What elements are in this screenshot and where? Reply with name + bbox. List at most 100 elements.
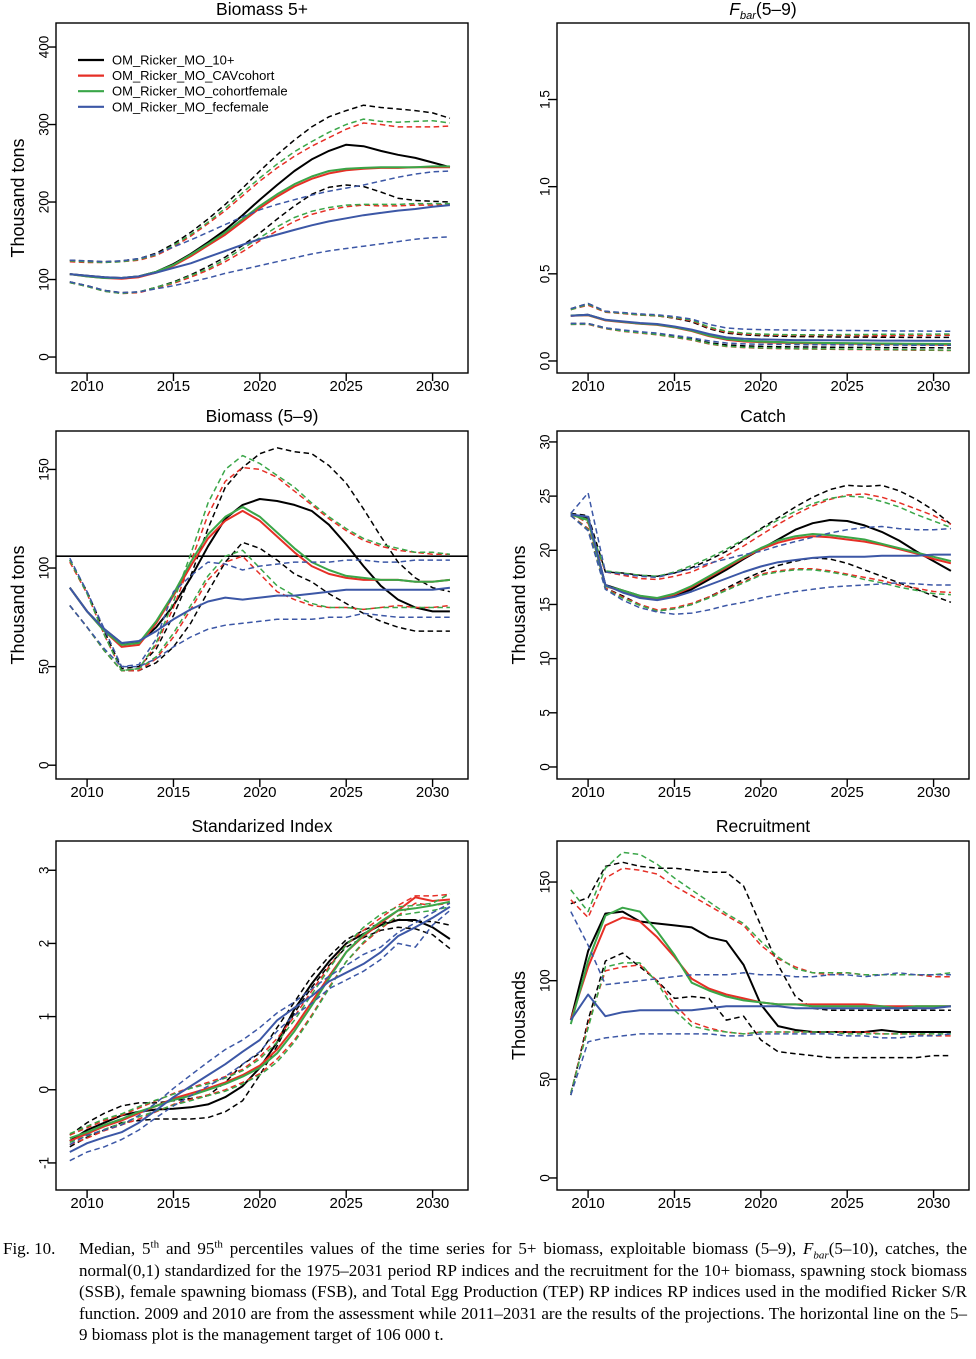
plot-biomass-5-9: 2010 2015 2020 2025 2030 0 50 100 150 Thousand to…: [8, 406, 469, 801]
x-tick-label: 2025: [330, 1195, 363, 1212]
series-biomass-5-9-OM_Ricker_MO_cohortfemale-median: [68, 505, 451, 646]
y-tick-label: 0.5: [538, 264, 553, 283]
caption-segment: th: [150, 1238, 160, 1251]
x-tick-label: 2015: [658, 784, 691, 801]
y-tick-label: 0: [37, 761, 52, 769]
series-catch-OM_Ricker_MO_CAVcohort-p95: [570, 493, 952, 581]
series-area: [569, 851, 952, 1096]
series-catch-OM_Ricker_MO_10+-median: [570, 513, 952, 600]
series-biomass-5-9-OM_Ricker_MO_fecfemale-p5: [69, 605, 450, 668]
y-tick-label: 150: [538, 871, 553, 894]
figure-caption-text: Median, 5th and 95th percentiles values …: [79, 1238, 969, 1346]
series-catch-OM_Ricker_MO_cohortfemale-median: [570, 513, 952, 599]
series-biomass-5plus-OM_Ricker_MO_cohortfemale-p5: [69, 202, 450, 295]
plot-fbar-5-9: 2010 2015 2020 2025 2030 0.0 0.5 1.0 1.5 Fbar(5–9…: [538, 0, 970, 395]
y-tick-label: 100: [538, 969, 553, 992]
x-tick-label: 2030: [917, 784, 950, 801]
x-tick-label: 2010: [70, 784, 103, 801]
plot-box: [55, 22, 469, 374]
x-tick-label: 2010: [70, 1195, 103, 1212]
x-tick-label: 2025: [330, 784, 363, 801]
panel-biomass-5plus: 2010 2015 2020 2025 2030 0 100 200 300 400 Thousan…: [0, 0, 488, 400]
series-biomass-5-9-OM_Ricker_MO_CAVcohort-p95: [69, 466, 450, 672]
plot-catch: 2010 2015 2020 2025 2030051015202530Thousand…: [509, 406, 970, 801]
series-fbar-5-9-OM_Ricker_MO_cohortfemale-p95: [570, 303, 951, 336]
series-recruitment-OM_Ricker_MO_fecfemale-median: [569, 993, 952, 1021]
x-tick-label: 2025: [831, 784, 864, 801]
series-area: [69, 104, 451, 295]
x-tick-label: 2010: [571, 378, 604, 395]
y-tick-label: 50: [36, 659, 51, 674]
panel-title: Fbar(5–9): [729, 0, 796, 22]
series-recruitment-OM_Ricker_MO_CAVcohort-p5: [570, 964, 951, 1094]
series-standardized-index-OM_Ricker_MO_CAVcohort-p5: [69, 902, 450, 1146]
plot-biomass-5plus: 2010 2015 2020 2025 2030 0 100 200 300 400 Thousan…: [8, 0, 469, 395]
caption-segment: (5–10), catches, the normal(0,1) standar…: [79, 1239, 967, 1345]
series-standardized-index-OM_Ricker_MO_fecfemale-p95: [69, 902, 451, 1146]
plot-standardized-index: 2010 2015 2020 2025 2030 -1 0 1 2 3 Standarized In…: [37, 816, 469, 1212]
series-recruitment-OM_Ricker_MO_cohortfemale-median: [569, 906, 951, 1025]
series-biomass-5plus-OM_Ricker_MO_cohortfemale-p95: [69, 118, 450, 264]
y-tick-label: 100: [37, 268, 52, 291]
series-standardized-index-OM_Ricker_MO_10+-median: [69, 919, 451, 1142]
series-biomass-5-9-OM_Ricker_MO_cohortfemale-p95: [69, 454, 450, 672]
y-tick-label: 400: [37, 36, 52, 59]
legend: OM_Ricker_MO_10+OM_Ricker_MO_CAVcohortOM…: [78, 53, 288, 114]
x-tick-label: 2020: [744, 784, 777, 801]
plot-box: [55, 840, 469, 1191]
y-tick-label: 1: [37, 1013, 52, 1021]
series-standardized-index-OM_Ricker_MO_cohortfemale-p5: [69, 906, 451, 1144]
x-tick-label: 2020: [243, 1195, 276, 1212]
panel-recruitment: 2010 2015 2020 2025 2030 0 50 100 150 Thousands Re…: [488, 810, 976, 1230]
x-tick-label: 2015: [157, 1195, 190, 1212]
series-standardized-index-OM_Ricker_MO_cohortfemale-p95: [69, 893, 451, 1135]
caption-segment: bar: [813, 1249, 829, 1262]
series-area: [56, 447, 468, 672]
x-tick-label: 2020: [744, 1195, 777, 1212]
x-tick-label: 2015: [658, 378, 691, 395]
panel-catch: 2010 2015 2020 2025 2030 0 5 10 15 20 25 30 Thousand…: [488, 400, 976, 810]
x-tick-label: 2010: [571, 784, 604, 801]
series-catch-OM_Ricker_MO_CAVcohort-p5: [570, 515, 951, 611]
legend-label: OM_Ricker_MO_10+: [112, 53, 234, 68]
panel-title: Catch: [740, 406, 786, 426]
series-recruitment-OM_Ricker_MO_cohortfemale-p5: [570, 962, 951, 1094]
series-recruitment-OM_Ricker_MO_10+-p5: [570, 952, 951, 1096]
panel-title: Biomass (5–9): [206, 406, 319, 426]
series-recruitment-OM_Ricker_MO_CAVcohort-p95: [570, 867, 951, 978]
y-tick-label: 100: [37, 557, 52, 580]
plot-box: [556, 430, 970, 780]
y-tick-label: 3: [37, 867, 52, 875]
x-tick-label: 2030: [416, 378, 449, 395]
y-tick-label: -1: [37, 1157, 52, 1169]
y-tick-label: 0.0: [538, 352, 553, 371]
y-axis-label: Thousand tons: [8, 545, 28, 664]
series-standardized-index-OM_Ricker_MO_fecfemale-p5: [69, 909, 451, 1162]
y-tick-label: 1.0: [538, 177, 553, 196]
series-recruitment-OM_Ricker_MO_10+-p95: [570, 861, 951, 1012]
y-tick-label: 20: [538, 543, 553, 558]
caption-segment: th: [214, 1238, 223, 1251]
series-biomass-5plus-OM_Ricker_MO_CAVcohort-median: [69, 166, 450, 280]
series-area: [69, 893, 451, 1162]
legend-label: OM_Ricker_MO_cohortfemale: [112, 84, 288, 99]
series-biomass-5plus-OM_Ricker_MO_fecfemale-p5: [69, 236, 450, 294]
y-tick-label: 1.5: [538, 90, 553, 109]
series-biomass-5-9-OM_Ricker_MO_cohortfemale-p5: [69, 549, 450, 672]
series-biomass-5-9-OM_Ricker_MO_fecfemale-p95: [69, 557, 450, 668]
plot-box: [556, 840, 970, 1191]
series-recruitment-OM_Ricker_MO_fecfemale-p5: [570, 1033, 951, 1096]
y-tick-label: 10: [538, 651, 553, 666]
series-recruitment-OM_Ricker_MO_10+-median: [569, 910, 951, 1033]
series-biomass-5-9-OM_Ricker_MO_10+-p95: [69, 447, 451, 670]
x-tick-label: 2025: [831, 378, 864, 395]
panel-fbar-5-9: 2010 2015 2020 2025 2030 0.0 0.5 1.0 1.5 Fbar(5–9…: [488, 0, 976, 400]
y-tick-label: 30: [538, 434, 553, 449]
y-tick-label: 0: [538, 1174, 553, 1182]
panel-title: Standarized Index: [191, 816, 332, 836]
panel-title: Biomass 5+: [216, 0, 308, 19]
plot-box: [556, 22, 970, 374]
series-recruitment-OM_Ricker_MO_cohortfemale-p95: [570, 851, 951, 976]
y-tick-label: 300: [37, 113, 52, 136]
series-catch-OM_Ricker_MO_fecfemale-median: [570, 513, 951, 602]
